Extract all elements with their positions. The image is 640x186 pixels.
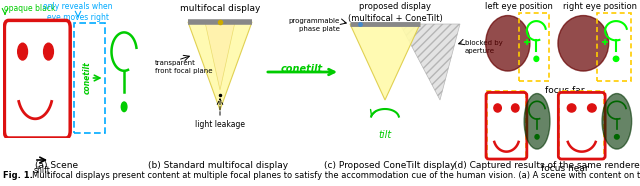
Circle shape <box>534 56 539 61</box>
Text: left eye position: left eye position <box>485 2 553 11</box>
Text: only reveals when
eye moves right: only reveals when eye moves right <box>44 2 113 22</box>
Ellipse shape <box>558 16 609 71</box>
Text: at ∞: at ∞ <box>115 20 130 26</box>
Text: (a) Scene: (a) Scene <box>35 161 79 170</box>
Text: ∙: ∙ <box>57 155 63 165</box>
Text: conetilt: conetilt <box>83 62 92 94</box>
Circle shape <box>614 135 619 139</box>
Circle shape <box>44 43 53 60</box>
Text: (c) Proposed ConeTilt display: (c) Proposed ConeTilt display <box>324 161 456 170</box>
Circle shape <box>567 104 576 112</box>
Bar <box>559 91 604 159</box>
Text: tilt: tilt <box>378 130 392 140</box>
Text: ○: ○ <box>56 155 64 165</box>
Text: Multifocal displays present content at multiple focal planes to satisfy the acco: Multifocal displays present content at m… <box>32 171 640 180</box>
Bar <box>487 91 526 159</box>
Polygon shape <box>205 22 235 90</box>
Text: focus far: focus far <box>545 86 585 95</box>
Bar <box>596 13 631 81</box>
Text: multifocal display: multifocal display <box>180 4 260 13</box>
Circle shape <box>511 104 519 112</box>
Circle shape <box>18 43 28 60</box>
Text: blocked by
aperture: blocked by aperture <box>465 40 503 54</box>
Bar <box>520 13 549 81</box>
Text: ○: ○ <box>18 155 26 165</box>
Text: transparent
front focal plane: transparent front focal plane <box>155 60 212 73</box>
Text: programmable
phase plate: programmable phase plate <box>289 18 340 31</box>
Text: conetilt: conetilt <box>281 64 323 74</box>
Text: ∙: ∙ <box>19 155 25 165</box>
Text: (b) Standard multifocal display: (b) Standard multifocal display <box>148 161 288 170</box>
Circle shape <box>494 104 501 112</box>
Bar <box>74 23 105 133</box>
Circle shape <box>588 104 596 112</box>
Text: proposed display
(multifocal + ConeTilt): proposed display (multifocal + ConeTilt) <box>348 2 442 23</box>
Text: at 25 cm: at 25 cm <box>5 30 36 36</box>
Polygon shape <box>350 24 420 100</box>
Text: Fig. 1.: Fig. 1. <box>3 171 33 180</box>
Text: right eye position: right eye position <box>563 2 637 11</box>
Text: (d) Captured results of the same rendered scene: (d) Captured results of the same rendere… <box>454 161 640 170</box>
Ellipse shape <box>524 94 550 149</box>
Polygon shape <box>188 22 252 110</box>
Text: focus near: focus near <box>541 164 589 173</box>
Circle shape <box>535 135 539 139</box>
Ellipse shape <box>602 94 632 149</box>
Text: shift: shift <box>33 166 51 175</box>
Ellipse shape <box>486 16 530 71</box>
Circle shape <box>613 56 619 61</box>
Text: light leakage: light leakage <box>195 120 245 129</box>
Circle shape <box>122 102 127 112</box>
Polygon shape <box>400 24 460 100</box>
Text: opaque black: opaque black <box>4 4 56 13</box>
